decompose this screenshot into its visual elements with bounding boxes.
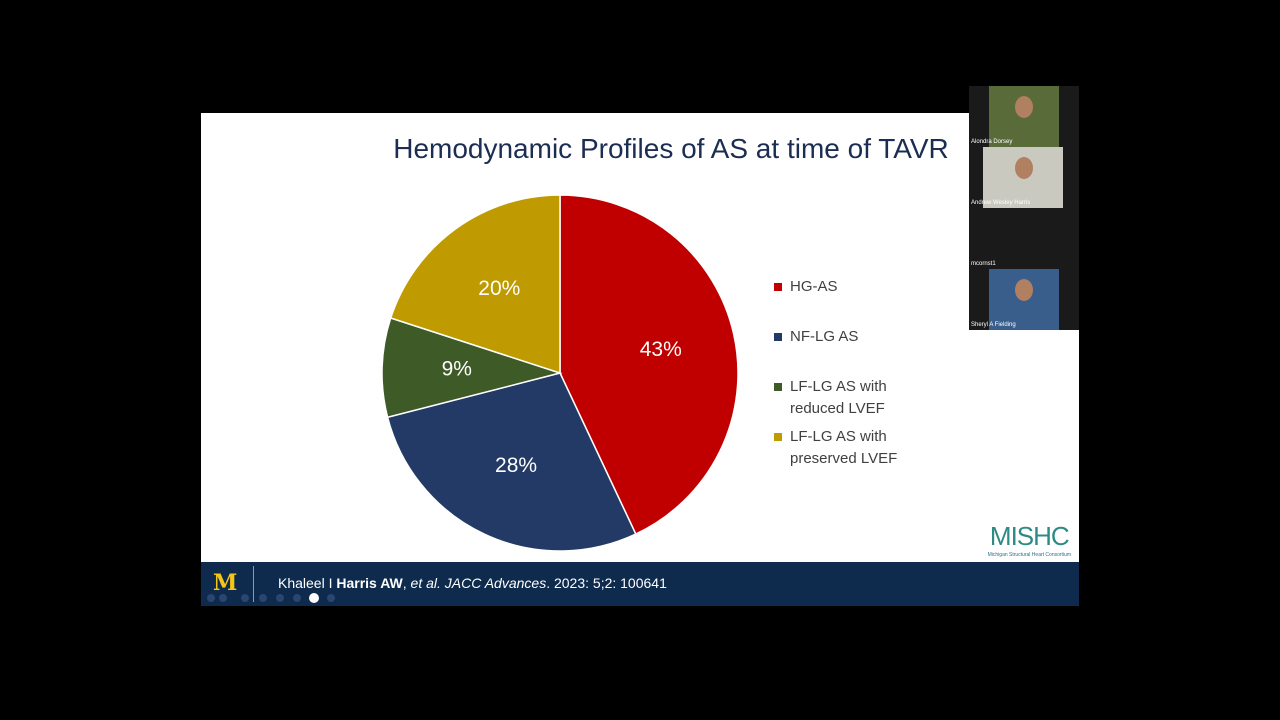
- legend-swatch: [774, 333, 782, 341]
- legend-entry: LF-LG AS with reduced LVEF: [774, 376, 924, 426]
- participant-face: [1015, 157, 1033, 179]
- participant-tile: mcornst1: [969, 208, 1079, 269]
- participant-tile: Andrew Wesley Harris: [969, 147, 1079, 208]
- legend-entry: HG-AS: [774, 276, 924, 326]
- participant-name: Sheryl A Fielding: [971, 322, 1016, 328]
- legend-swatch: [774, 433, 782, 441]
- logo: MISHC Michigan Structural Heart Consorti…: [988, 521, 1071, 558]
- citation-part: ,: [402, 575, 411, 591]
- legend-label: HG-AS: [790, 278, 838, 295]
- university-logo: M: [213, 570, 238, 596]
- pie-chart: 43% 28% 9% 20%: [381, 194, 739, 552]
- legend-label: LF-LG AS with reduced LVEF: [790, 378, 887, 417]
- slide-controls: [207, 593, 335, 603]
- participant-face: [1015, 96, 1033, 118]
- slice-label: 9%: [442, 357, 472, 380]
- legend-entry: LF-LG AS with preserved LVEF: [774, 426, 924, 476]
- zoom-button[interactable]: [276, 594, 284, 602]
- participant-name: mcornst1: [971, 261, 996, 267]
- slide: 43% 28% 9% 20% Hemodynamic Profiles of AS a…: [201, 113, 1079, 562]
- legend-swatch: [774, 383, 782, 391]
- citation-part: Khaleel I: [278, 575, 337, 591]
- citation-part: . 2023: 5;2: 100641: [546, 575, 667, 591]
- legend-label: NF-LG AS: [790, 328, 859, 345]
- slice-label: 28%: [495, 454, 537, 477]
- citation-part: et al. JACC Advances: [410, 575, 547, 591]
- participant-face: [1015, 279, 1033, 301]
- legend: HG-AS NF-LG AS LF-LG AS with reduced LVEF L…: [774, 276, 924, 476]
- participant-tile: Alondra Dorsey: [969, 86, 1079, 147]
- divider: [253, 566, 254, 602]
- citation: Khaleel I Harris AW, et al. JACC Advance…: [278, 575, 667, 591]
- pen-button[interactable]: [241, 594, 249, 602]
- slice-label: 20%: [478, 277, 520, 300]
- participant-tile: Sheryl A Fielding: [969, 269, 1079, 330]
- legend-entry: NF-LG AS: [774, 326, 924, 376]
- footer-bar: M Khaleel I Harris AW, et al. JACC Advan…: [201, 562, 1079, 606]
- pie-slice: [559, 194, 739, 536]
- subtitle-button[interactable]: [293, 594, 301, 602]
- next-button[interactable]: [219, 594, 227, 602]
- pie-slice: [381, 317, 563, 419]
- chart-title: Hemodynamic Profiles of AS at time of TA…: [393, 133, 949, 164]
- slice-label: 43%: [640, 338, 682, 361]
- more-button[interactable]: [327, 594, 335, 602]
- legend-swatch: [774, 283, 782, 291]
- pie-slice: [386, 372, 637, 552]
- citation-part: Harris AW: [336, 575, 403, 591]
- camera-button[interactable]: [309, 593, 319, 603]
- participant-name: Alondra Dorsey: [971, 139, 1013, 145]
- copy-button[interactable]: [259, 594, 267, 602]
- participant-gallery: Alondra Dorsey Andrew Wesley Harris mcorns…: [969, 86, 1079, 330]
- logo-name: MISHC: [989, 521, 1070, 551]
- prev-button[interactable]: [207, 594, 215, 602]
- pie-slice: [389, 194, 561, 375]
- legend-label: LF-LG AS with preserved LVEF: [790, 428, 898, 467]
- logo-subtitle: Michigan Structural Heart Consortium: [987, 552, 1071, 558]
- participant-name: Andrew Wesley Harris: [971, 200, 1031, 206]
